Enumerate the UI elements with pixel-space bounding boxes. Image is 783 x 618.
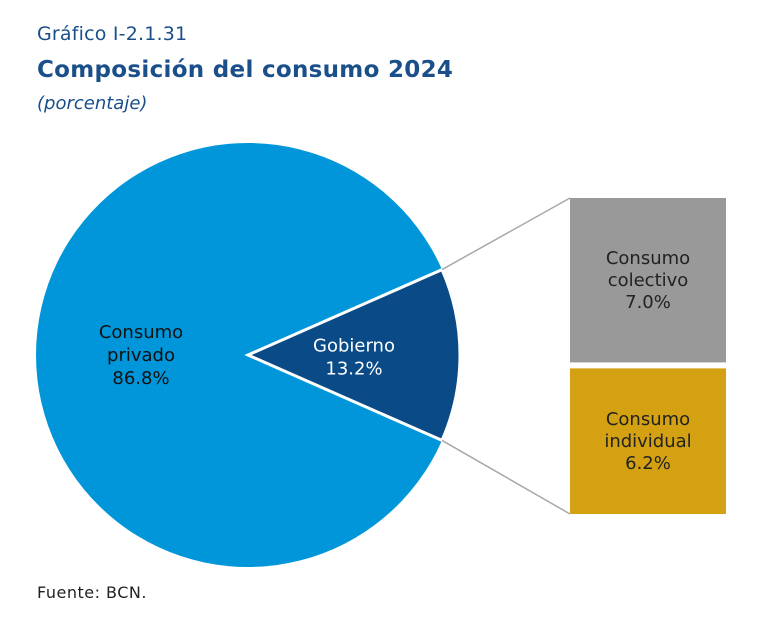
slice-consumo-privado-value-label: 86.8% bbox=[112, 368, 169, 389]
breakdown-value-label: 6.2% bbox=[625, 453, 671, 474]
breakdown-category-label: Consumo bbox=[606, 409, 690, 430]
pie-slice-consumo-privado bbox=[35, 143, 443, 567]
pie-slice-gobierno bbox=[244, 267, 462, 443]
slice-gobierno-category-label: Gobierno bbox=[313, 336, 395, 357]
breakdown-category-label: individual bbox=[604, 431, 691, 452]
connector-line-bottom bbox=[441, 439, 571, 515]
connector-line-top bbox=[441, 197, 571, 271]
slice-gobierno-value-label: 13.2% bbox=[325, 359, 382, 380]
chart-subtitle: (porcentaje) bbox=[37, 93, 148, 114]
breakdown-value-label: 7.0% bbox=[625, 292, 671, 313]
slice-consumo-privado-category-label: Consumo bbox=[99, 322, 183, 343]
breakdown-bar-consumo-individual bbox=[570, 368, 726, 514]
chart-caption: Gráfico I-2.1.31 bbox=[37, 23, 188, 45]
breakdown-category-label: Consumo bbox=[606, 248, 690, 269]
slice-consumo-privado-category-label: privado bbox=[107, 345, 175, 366]
chart-title: Composición del consumo 2024 bbox=[37, 57, 454, 83]
breakdown-bar-consumo-colectivo bbox=[570, 198, 726, 363]
chart-source: Fuente: BCN. bbox=[37, 583, 147, 602]
breakdown-category-label: colectivo bbox=[608, 270, 689, 291]
